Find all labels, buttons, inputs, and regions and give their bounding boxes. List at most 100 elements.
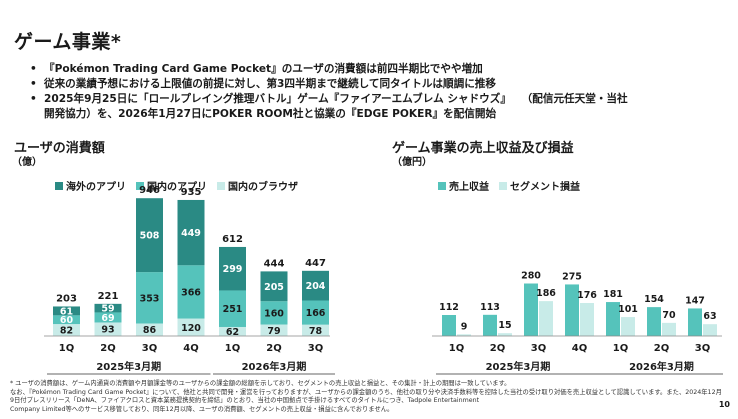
footnote-line: Company Limited等へのサービス移管しており、同年12月以降、ユーザ… (10, 405, 394, 413)
data-label: 186 (536, 288, 556, 299)
bar (703, 324, 717, 336)
data-label: 15 (498, 320, 511, 331)
data-label: 70 (662, 310, 676, 321)
bar-segment (53, 315, 80, 325)
bar-segment (219, 246, 246, 291)
legend-swatch-profit (499, 181, 507, 190)
x-tick-label: 2Q (100, 343, 115, 354)
data-label: 275 (562, 271, 582, 282)
left-chart-unit: （億） (12, 157, 42, 168)
bullet-text: 2025年9月25日に「ロールプレイング推理バトル」ゲーム『ファイアーエムブレム… (44, 93, 511, 105)
x-tick-label: 1Q (449, 343, 464, 354)
x-tick-label: 2Q (654, 343, 669, 354)
bar (524, 283, 538, 336)
data-label: 93 (101, 325, 114, 336)
bar (457, 334, 471, 336)
x-tick-label: 2Q (490, 343, 505, 354)
footnote-line: * ユーザの消費額は、ゲーム内通貨の消費額や月額課金等のユーザからの課金額の総額… (10, 380, 511, 387)
bar-segment (219, 326, 246, 336)
legend-label: 国内のブラウザ (228, 182, 298, 193)
data-label: 69 (101, 313, 114, 324)
bar (662, 322, 676, 336)
legend-item-domestic-app: 国内のアプリ (136, 178, 207, 193)
data-label: 59 (101, 304, 114, 315)
data-label: 62 (226, 327, 239, 338)
data-label: 205 (264, 282, 284, 293)
bar-segment (53, 324, 80, 336)
data-label: 449 (181, 228, 201, 239)
bullet-item: 従来の業績予想における上限値の前提に対し、第3四半期まで継続して同タイトルは順調… (30, 77, 720, 92)
data-label: 166 (306, 308, 326, 319)
x-tick-label: 1Q (225, 343, 240, 354)
bar (606, 302, 620, 336)
bullet-item: 『Pokémon Trading Card Game Pocket』のユーザの消… (30, 62, 720, 77)
data-label: 82 (60, 326, 73, 337)
x-tick-label: 3Q (142, 343, 157, 354)
x-tick-label: 3Q (308, 343, 323, 354)
data-label: 181 (603, 289, 623, 300)
bullet-text: 従来の業績予想における上限値の前提に対し、第3四半期まで継続して同タイトルは順調… (44, 78, 496, 90)
legend-label: 海外のアプリ (66, 182, 126, 193)
right-chart-unit: （億円） (392, 157, 432, 168)
bullet-text: 『Pokémon Trading Card Game Pocket』のユーザの消… (44, 63, 483, 75)
data-label: 251 (223, 304, 243, 315)
total-label: 444 (264, 258, 285, 269)
footnote: * ユーザの消費額は、ゲーム内通貨の消費額や月額課金等のユーザからの課金額の総額… (10, 380, 722, 414)
legend-label: 国内のアプリ (147, 182, 207, 193)
bar (483, 314, 497, 336)
bullet-list: 『Pokémon Trading Card Game Pocket』のユーザの消… (30, 62, 720, 122)
group-label: 2026年3月期 (629, 360, 694, 373)
bar (647, 307, 661, 336)
bar-segment (136, 198, 163, 273)
left-chart-title: ユーザの消費額 (14, 141, 105, 156)
page-number: 10 (718, 400, 730, 409)
x-tick-label: 2Q (266, 343, 281, 354)
right-chart-title: ゲーム事業の売上収益及び損益 (392, 141, 574, 156)
bar (498, 333, 512, 336)
legend-item-domestic-browser: 国内のブラウザ (217, 178, 298, 193)
legend-swatch-overseas (55, 181, 63, 190)
data-label: 353 (140, 293, 160, 304)
group-label: 2026年3月期 (242, 360, 307, 373)
data-label: 113 (480, 302, 500, 313)
bar-segment (302, 324, 329, 336)
right-chart-legend: 売上収益 セグメント損益 (438, 178, 580, 193)
bar-segment (302, 270, 329, 301)
total-label: 221 (98, 291, 119, 302)
bar-segment (177, 318, 205, 336)
bar-segment (136, 272, 163, 324)
total-label: 935 (181, 187, 202, 198)
x-tick-label: 3Q (695, 343, 710, 354)
x-tick-label: 4Q (572, 343, 587, 354)
bar-segment (177, 265, 205, 319)
legend-label: セグメント損益 (510, 182, 580, 193)
data-label: 60 (60, 315, 74, 326)
data-label: 79 (267, 326, 280, 337)
left-chart-legend: 海外のアプリ 国内のアプリ 国内のブラウザ (55, 178, 298, 193)
total-label: 612 (222, 234, 243, 245)
data-label: 112 (439, 302, 459, 313)
data-label: 78 (309, 326, 323, 337)
data-label: 508 (140, 231, 160, 242)
footnote-line: なお、『Pokémon Trading Card Game Pocket』につい… (10, 388, 722, 405)
bar (565, 284, 579, 336)
x-tick-label: 1Q (613, 343, 628, 354)
total-label: 447 (305, 258, 326, 269)
legend-item-revenue: 売上収益 (438, 178, 489, 193)
bar-segment (177, 199, 205, 266)
bar-segment (94, 312, 122, 323)
bar-segment (94, 322, 122, 336)
legend-swatch-revenue (438, 181, 446, 190)
data-label: 160 (264, 308, 284, 319)
data-label: 366 (181, 287, 201, 298)
bar-segment (136, 323, 163, 336)
legend-item-profit: セグメント損益 (499, 178, 580, 193)
data-label: 101 (618, 304, 638, 315)
data-label: 204 (306, 281, 326, 292)
bullet-note: （配信元任天堂・当社 (526, 93, 628, 105)
group-label: 2025年3月期 (96, 360, 161, 373)
data-label: 280 (521, 271, 541, 282)
legend-swatch-domestic-browser (217, 181, 225, 190)
bar-segment (53, 306, 80, 316)
data-label: 120 (181, 323, 201, 334)
